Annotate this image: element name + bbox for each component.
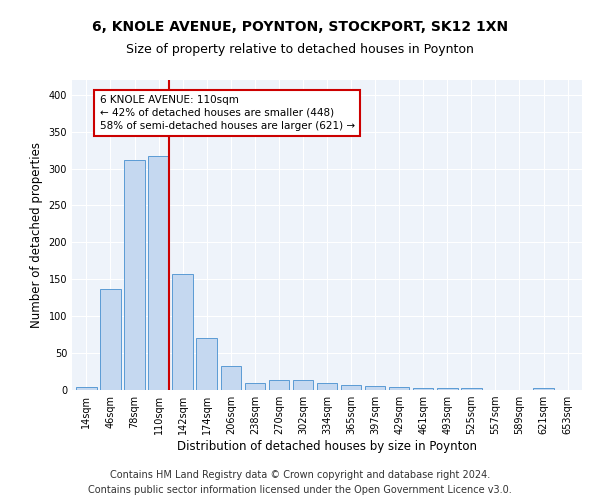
Bar (100, 289, 121, 390)
Bar (172, 274, 193, 390)
Bar (317, 382, 337, 390)
Bar (124, 160, 145, 390)
Text: 6, KNOLE AVENUE, POYNTON, STOCKPORT, SK12 1XN: 6, KNOLE AVENUE, POYNTON, STOCKPORT, SK1… (92, 20, 508, 34)
Bar (245, 382, 265, 390)
Bar (413, 388, 433, 390)
Bar (269, 380, 289, 390)
Bar (341, 385, 361, 390)
Bar (221, 366, 241, 390)
Bar (389, 387, 409, 390)
Text: Contains public sector information licensed under the Open Government Licence v3: Contains public sector information licen… (88, 485, 512, 495)
Bar (533, 388, 554, 390)
Bar (461, 388, 482, 390)
Bar (365, 386, 385, 390)
Text: Contains HM Land Registry data © Crown copyright and database right 2024.: Contains HM Land Registry data © Crown c… (110, 470, 490, 480)
Text: 6 KNOLE AVENUE: 110sqm
← 42% of detached houses are smaller (448)
58% of semi-de: 6 KNOLE AVENUE: 110sqm ← 42% of detached… (100, 95, 355, 131)
Bar (148, 156, 169, 390)
Bar (293, 380, 313, 390)
Text: Size of property relative to detached houses in Poynton: Size of property relative to detached ho… (126, 42, 474, 56)
X-axis label: Distribution of detached houses by size in Poynton: Distribution of detached houses by size … (177, 440, 477, 453)
Y-axis label: Number of detached properties: Number of detached properties (30, 142, 43, 328)
Bar (437, 388, 458, 390)
Bar (196, 338, 217, 390)
Bar (76, 387, 97, 390)
